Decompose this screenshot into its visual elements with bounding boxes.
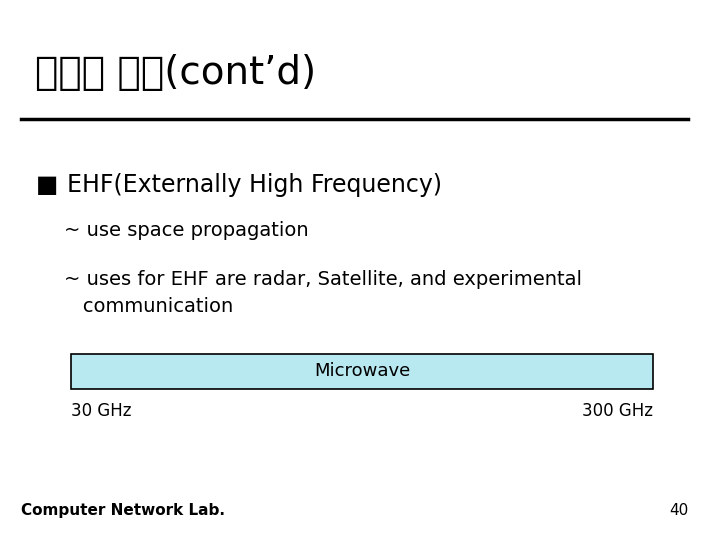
Text: Microwave: Microwave [314,362,410,380]
Text: 비유도 매체(cont’d): 비유도 매체(cont’d) [35,54,317,92]
Text: EHF(Externally High Frequency): EHF(Externally High Frequency) [68,173,442,197]
Text: 30 GHz: 30 GHz [71,402,132,420]
Text: ■: ■ [35,173,58,197]
Text: ~ uses for EHF are radar, Satellite, and experimental
   communication: ~ uses for EHF are radar, Satellite, and… [64,270,582,315]
Text: 40: 40 [669,503,688,518]
Text: ~ use space propagation: ~ use space propagation [64,221,308,240]
Text: Computer Network Lab.: Computer Network Lab. [22,503,225,518]
Text: 300 GHz: 300 GHz [582,402,653,420]
FancyBboxPatch shape [71,354,653,389]
